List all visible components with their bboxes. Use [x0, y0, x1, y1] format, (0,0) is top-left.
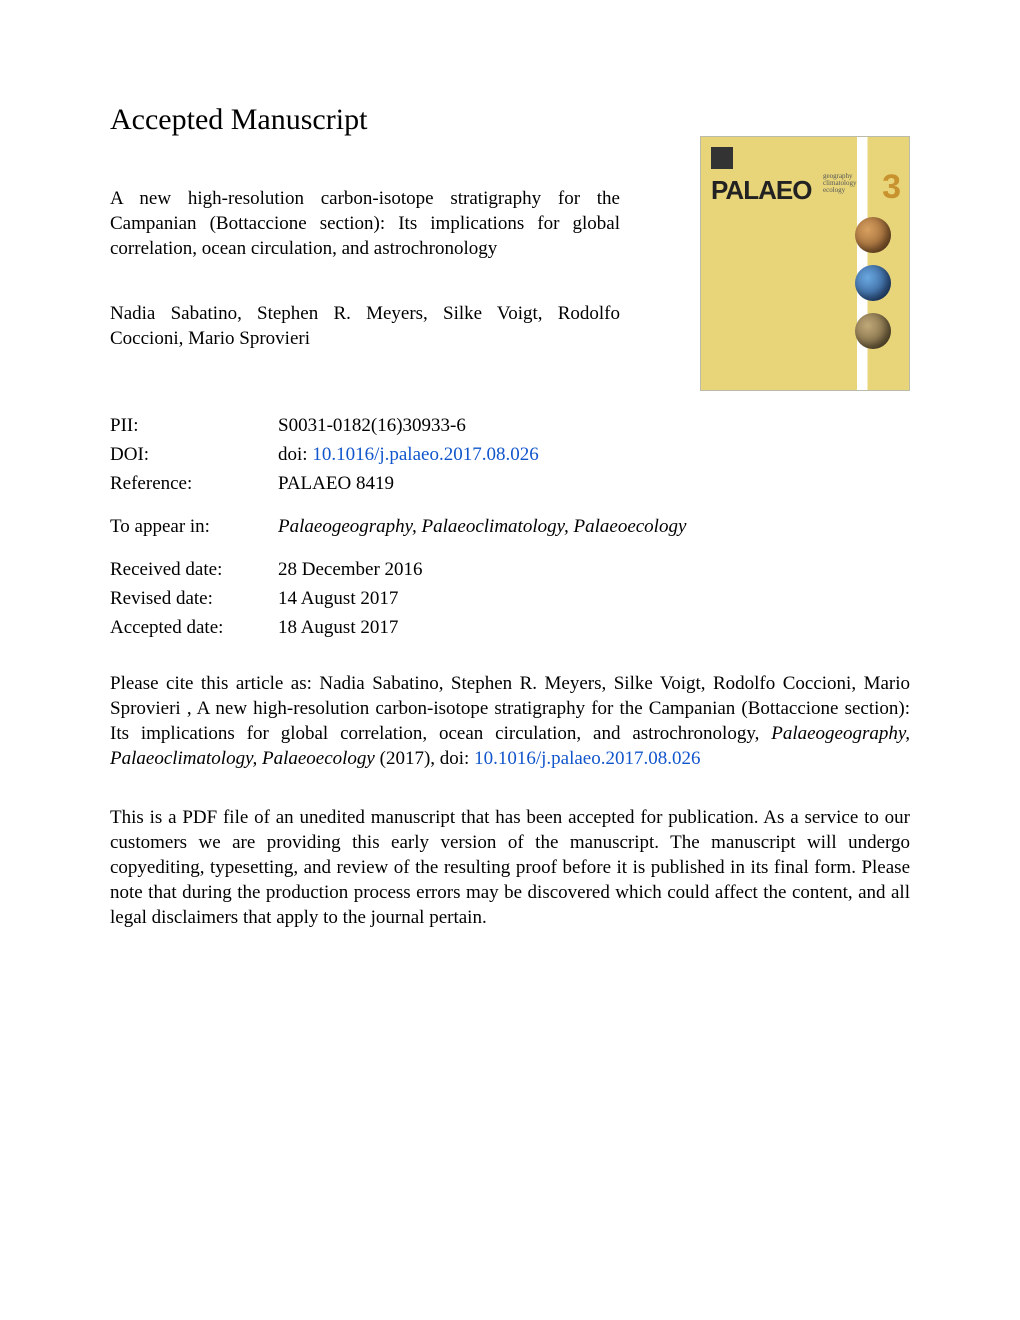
cover-subtitle-line: ecology: [823, 186, 845, 194]
journal-cover-subtitle: geography climatology ecology: [823, 173, 856, 194]
header-left-column: Accepted Manuscript A new high-resolutio…: [110, 100, 650, 371]
doi-prefix: doi:: [278, 444, 312, 465]
meta-row-received: Received date: 28 December 2016: [110, 557, 910, 582]
meta-row-reference: Reference: PALAEO 8419: [110, 471, 910, 496]
meta-value-pii: S0031-0182(16)30933-6: [278, 413, 910, 438]
meta-value-journal: Palaeogeography, Palaeoclimatology, Pala…: [278, 514, 910, 539]
doi-link[interactable]: 10.1016/j.palaeo.2017.08.026: [312, 444, 538, 465]
page-heading: Accepted Manuscript: [110, 100, 620, 140]
meta-label: To appear in:: [110, 514, 278, 539]
meta-label: Reference:: [110, 471, 278, 496]
meta-value-reference: PALAEO 8419: [278, 471, 910, 496]
meta-value-accepted: 18 August 2017: [278, 615, 910, 640]
meta-label: PII:: [110, 413, 278, 438]
article-title: A new high-resolution carbon-isotope str…: [110, 186, 620, 261]
meta-label: Received date:: [110, 557, 278, 582]
disclaimer-paragraph: This is a PDF file of an unedited manusc…: [110, 805, 910, 930]
meta-label: DOI:: [110, 442, 278, 467]
journal-cover-issue-digit: 3: [882, 165, 901, 210]
article-authors: Nadia Sabatino, Stephen R. Meyers, Silke…: [110, 301, 620, 351]
globe-icon: [855, 217, 891, 253]
meta-row-revised: Revised date: 14 August 2017: [110, 586, 910, 611]
meta-label: Revised date:: [110, 586, 278, 611]
header-row: Accepted Manuscript A new high-resolutio…: [110, 100, 910, 391]
journal-cover-brand: PALAEO: [711, 173, 811, 207]
citation-doi-link[interactable]: 10.1016/j.palaeo.2017.08.026: [474, 748, 700, 769]
globe-icon: [855, 265, 891, 301]
citation-text-post: (2017), doi:: [375, 748, 474, 769]
citation-paragraph: Please cite this article as: Nadia Sabat…: [110, 671, 910, 771]
meta-value-doi: doi: 10.1016/j.palaeo.2017.08.026: [278, 442, 910, 467]
publisher-logo-icon: [711, 147, 733, 169]
meta-row-appear-in: To appear in: Palaeogeography, Palaeocli…: [110, 514, 910, 539]
meta-value-received: 28 December 2016: [278, 557, 910, 582]
journal-cover-thumbnail: PALAEO geography climatology ecology 3: [700, 136, 910, 391]
meta-row-accepted: Accepted date: 18 August 2017: [110, 615, 910, 640]
meta-row-pii: PII: S0031-0182(16)30933-6: [110, 413, 910, 438]
meta-row-doi: DOI: doi: 10.1016/j.palaeo.2017.08.026: [110, 442, 910, 467]
globe-icon: [855, 313, 891, 349]
meta-value-revised: 14 August 2017: [278, 586, 910, 611]
metadata-table: PII: S0031-0182(16)30933-6 DOI: doi: 10.…: [110, 413, 910, 641]
meta-label: Accepted date:: [110, 615, 278, 640]
